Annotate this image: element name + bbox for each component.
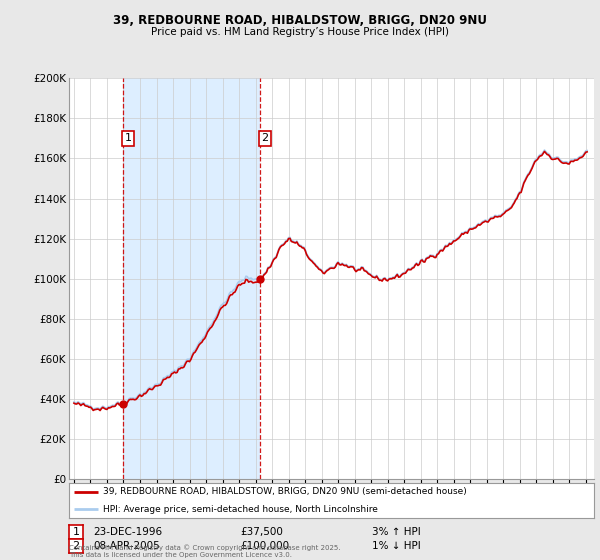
Bar	[123, 78, 260, 479]
Text: 1: 1	[124, 133, 131, 143]
Text: 2: 2	[262, 133, 269, 143]
Text: Price paid vs. HM Land Registry’s House Price Index (HPI): Price paid vs. HM Land Registry’s House …	[151, 27, 449, 37]
Text: 08-APR-2005: 08-APR-2005	[93, 541, 160, 551]
Text: £37,500: £37,500	[240, 527, 283, 537]
Text: 39, REDBOURNE ROAD, HIBALDSTOW, BRIGG, DN20 9NU (semi-detached house): 39, REDBOURNE ROAD, HIBALDSTOW, BRIGG, D…	[103, 487, 467, 497]
Text: HPI: Average price, semi-detached house, North Lincolnshire: HPI: Average price, semi-detached house,…	[103, 505, 378, 514]
Text: 23-DEC-1996: 23-DEC-1996	[93, 527, 162, 537]
Text: 1% ↓ HPI: 1% ↓ HPI	[372, 541, 421, 551]
Text: 39, REDBOURNE ROAD, HIBALDSTOW, BRIGG, DN20 9NU: 39, REDBOURNE ROAD, HIBALDSTOW, BRIGG, D…	[113, 14, 487, 27]
Text: 1: 1	[73, 527, 79, 537]
Text: 2: 2	[73, 541, 79, 551]
Text: 3% ↑ HPI: 3% ↑ HPI	[372, 527, 421, 537]
Text: Contains HM Land Registry data © Crown copyright and database right 2025.
This d: Contains HM Land Registry data © Crown c…	[69, 545, 341, 558]
Text: £100,000: £100,000	[240, 541, 289, 551]
